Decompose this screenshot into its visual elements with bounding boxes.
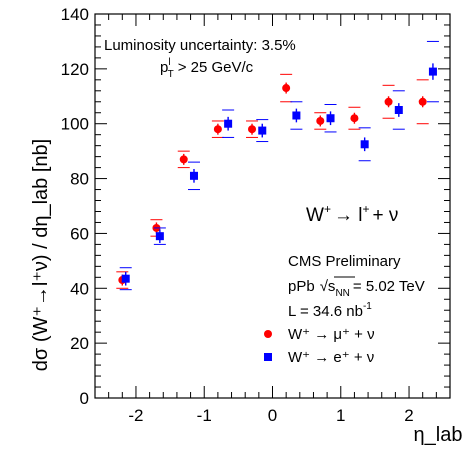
x-tick-label: -2 [128,406,143,425]
data-point [224,119,233,128]
y-axis-title: dσ (W⁺→l⁺ν) / dη_lab [nb] [30,139,52,371]
y-tick-label: 40 [70,279,89,298]
x-tick-label: -1 [197,406,212,425]
system-energy-label: pPb √sNN = 5.02 TeV [288,278,425,299]
axes: 0 20 40 60 80 100 120 140 -2 -1 0 1 2 [61,5,451,425]
experiment-label: CMS Preliminary [288,253,401,270]
y-tick-label: 120 [61,60,89,79]
process-label: W+ → l+ + ν [306,202,398,226]
legend-label-electron: W⁺ → e⁺ + ν [288,349,374,366]
data-point [360,140,369,149]
data-point [394,106,403,114]
legend-label-muon: W⁺ → μ⁺ + ν [288,326,375,343]
y-tick-label: 100 [61,115,89,134]
data-point [292,111,301,120]
data-point [258,126,267,135]
data-point [350,114,359,123]
y-tick-label: 0 [80,389,89,408]
x-tick-label: 1 [336,406,345,425]
y-tick-label: 80 [70,170,89,189]
data-point [428,67,437,76]
y-tick-label: 60 [70,224,89,243]
data-point [248,125,257,134]
series-electron [119,40,439,291]
data-point [155,232,164,241]
data-point [189,171,198,180]
x-axis-title: η_lab [414,424,463,446]
luminosity-label: L = 34.6 nb-1 [288,301,372,320]
legend-marker-electron [264,353,272,361]
luminosity-uncertainty-text: Luminosity uncertainty: 3.5% [104,37,296,54]
legend-marker-muon [264,330,272,338]
data-point [121,274,130,283]
x-tick-label: 2 [404,406,413,425]
data-point [384,97,393,106]
data-point [326,114,335,123]
data-point [316,116,325,125]
y-tick-label: 20 [70,334,89,353]
data-point [213,125,222,134]
data-marks [116,40,439,291]
data-point [179,155,188,164]
data-point [282,84,291,93]
x-tick-label: 0 [268,406,277,425]
data-point [418,97,427,106]
legend: W⁺ → μ⁺ + ν W⁺ → e⁺ + ν [264,326,375,366]
y-tick-label: 140 [61,5,89,24]
pt-cut-text: pl T > 25 GeV/c [160,57,254,80]
